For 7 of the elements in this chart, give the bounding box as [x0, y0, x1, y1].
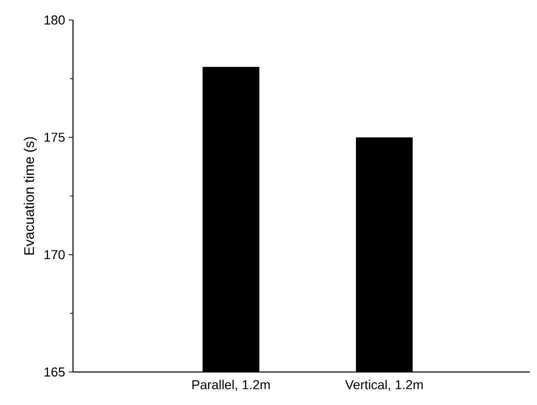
y-tick-label: 165: [44, 367, 65, 377]
x-tick-label: Parallel, 1.2m: [192, 380, 270, 391]
y-axis-title: Evacuation time (s): [24, 137, 37, 255]
y-tick-label: 170: [44, 250, 65, 260]
x-tick-label: Vertical, 1.2m: [345, 380, 423, 391]
y-tick-label: 180: [44, 15, 65, 25]
y-tick-label: 175: [44, 132, 65, 142]
